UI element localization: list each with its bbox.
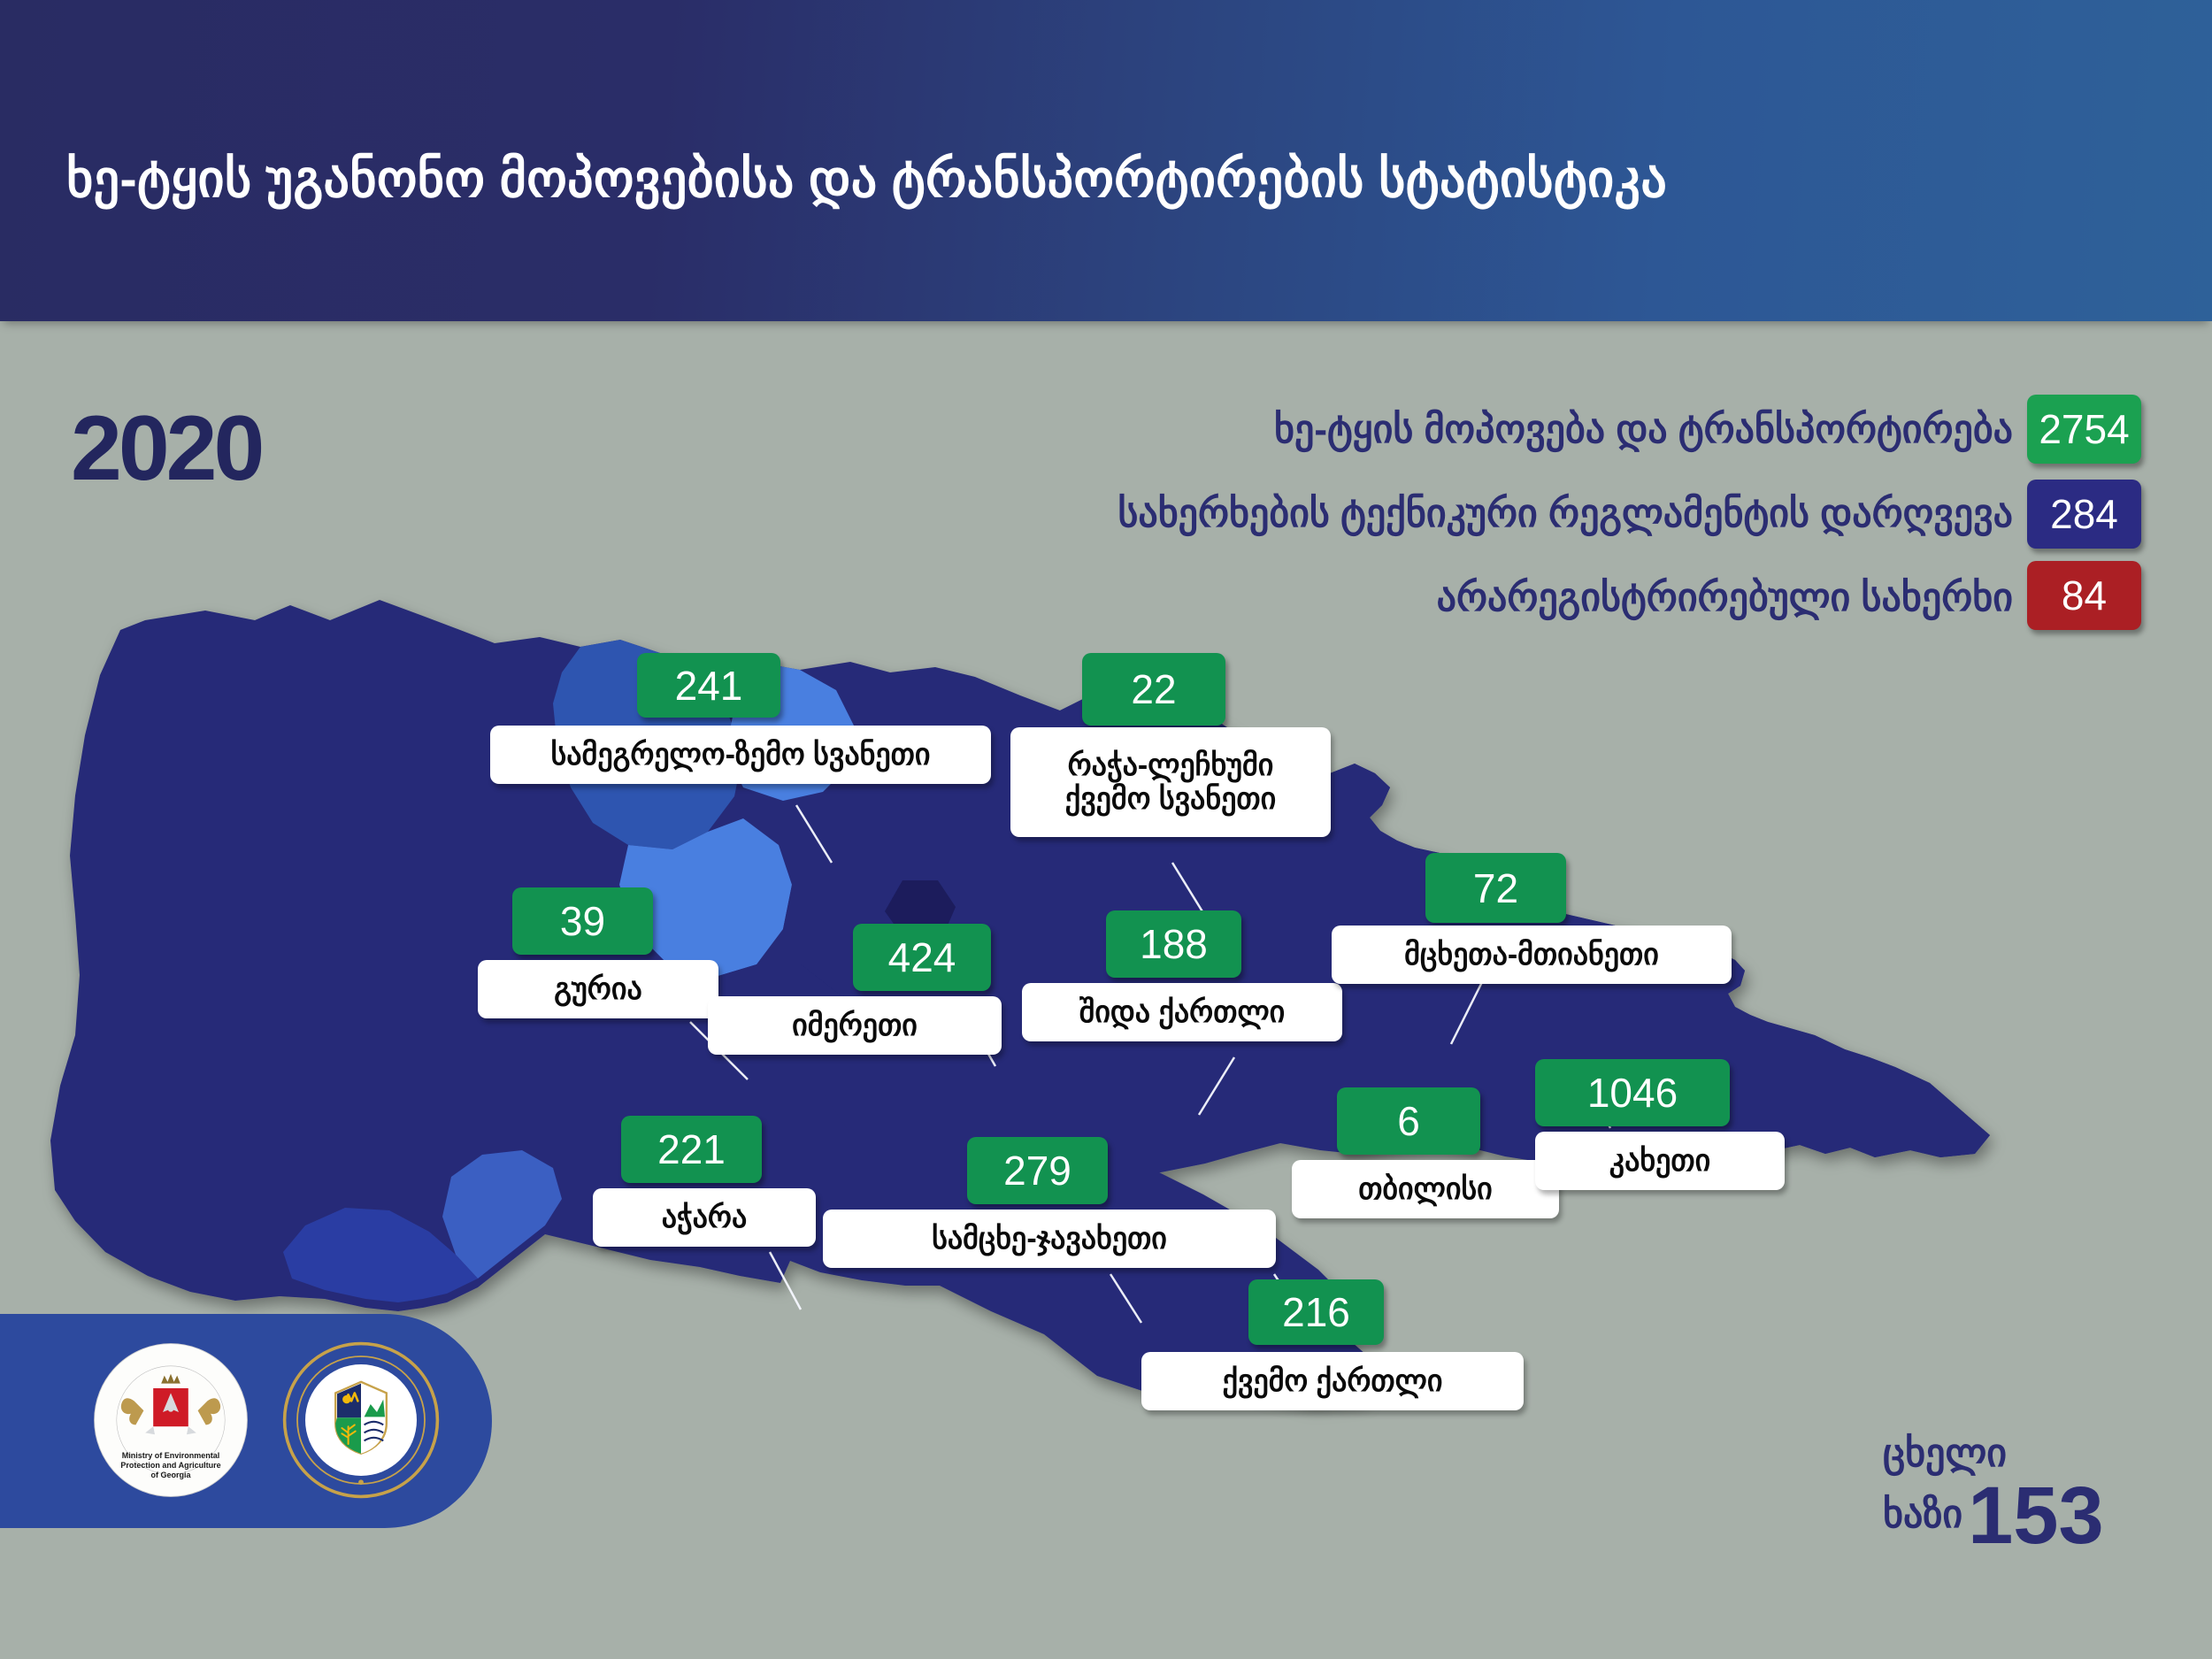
svg-text:of Georgia: of Georgia [150, 1471, 191, 1479]
svg-text:Ministry of Environmental: Ministry of Environmental [122, 1451, 220, 1460]
svg-text:Protection and Agriculture: Protection and Agriculture [120, 1461, 220, 1470]
